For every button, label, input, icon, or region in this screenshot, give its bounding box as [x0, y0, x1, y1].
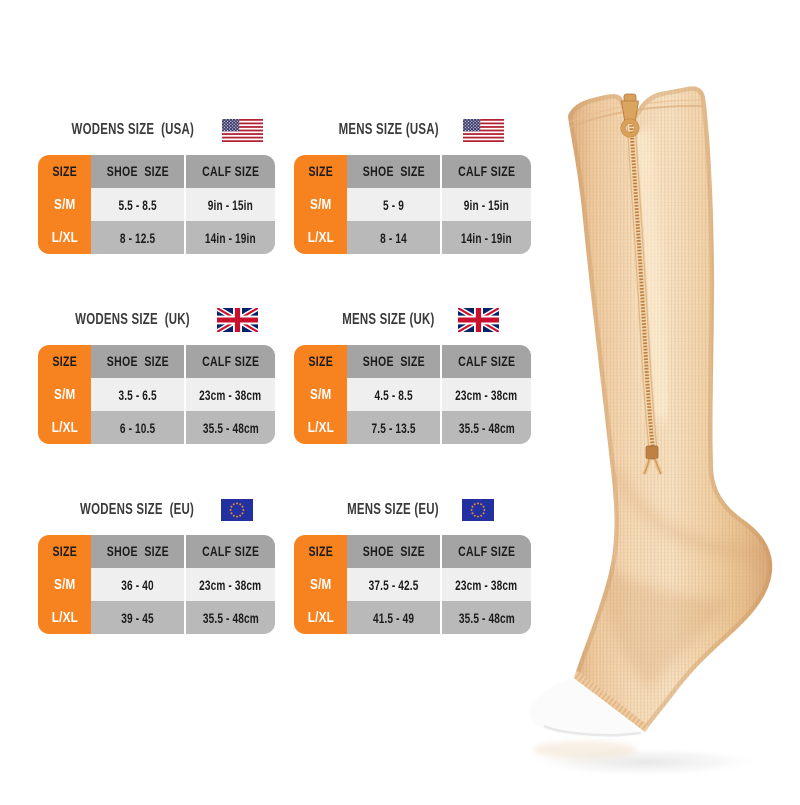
header-shoe-size: SHOE SIZE — [347, 345, 440, 378]
table-title: MENS SIZE (EU) — [347, 501, 439, 518]
shoe-size-lxl: 8 - 14 — [347, 221, 440, 254]
eu-flag-icon — [221, 499, 254, 521]
zipper-bottom-stop — [641, 445, 664, 476]
product-photo-zip-sock — [500, 50, 800, 800]
row-label-sm: S/M — [294, 188, 347, 221]
header-size: SIZE — [294, 155, 347, 188]
calf-size-sm: 23cm - 38cm — [440, 378, 531, 411]
size-table: SIZE SHOE SIZE CALF SIZE S/M 5 - 9 9in -… — [294, 155, 531, 254]
calf-size-lxl: 14in - 19in — [440, 221, 531, 254]
header-shoe-size: SHOE SIZE — [91, 155, 184, 188]
calf-size-lxl: 35.5 - 48cm — [440, 601, 531, 634]
header-size: SIZE — [294, 345, 347, 378]
table-title: WODENS SIZE (USA) — [71, 121, 194, 138]
calf-size-sm: 23cm - 38cm — [440, 568, 531, 601]
size-table: SIZE SHOE SIZE CALF SIZE S/M 36 - 40 23c… — [38, 535, 275, 634]
table-title-row: WODENS SIZE (EU) — [38, 495, 275, 525]
shoe-size-lxl: 39 - 45 — [91, 601, 184, 634]
table-title: WODENS SIZE (UK) — [75, 311, 190, 328]
header-calf-size: CALF SIZE — [440, 345, 531, 378]
size-table-womens-eu: WODENS SIZE (EU) SIZE SHOE SIZE CALF SIZ… — [38, 495, 275, 634]
calf-size-lxl: 14in - 19in — [184, 221, 275, 254]
header-shoe-size: SHOE SIZE — [91, 535, 184, 568]
header-calf-size: CALF SIZE — [184, 345, 275, 378]
shoe-size-sm: 3.5 - 6.5 — [91, 378, 184, 411]
size-table-mens-usa: MENS SIZE (USA) SIZE SHOE SIZE CALF SIZE… — [294, 115, 531, 254]
eu-flag-icon — [461, 499, 494, 521]
sock-body — [568, 86, 773, 732]
header-size: SIZE — [294, 535, 347, 568]
row-label-lxl: L/XL — [294, 221, 347, 254]
table-title-row: MENS SIZE (EU) — [294, 495, 531, 525]
row-label-sm: S/M — [294, 568, 347, 601]
header-size: SIZE — [38, 345, 91, 378]
header-calf-size: CALF SIZE — [184, 155, 275, 188]
calf-size-sm: 23cm - 38cm — [184, 568, 275, 601]
calf-size-lxl: 35.5 - 48cm — [184, 411, 275, 444]
header-size: SIZE — [38, 155, 91, 188]
shoe-size-sm: 37.5 - 42.5 — [347, 568, 440, 601]
size-table-womens-uk: WODENS SIZE (UK) SIZE SHOE SIZE CALF SIZ… — [38, 305, 275, 444]
table-title: MENS SIZE (UK) — [342, 311, 435, 328]
table-title-row: WODENS SIZE (USA) — [38, 115, 275, 145]
size-table-mens-uk: MENS SIZE (UK) SIZE SHOE SIZE CALF SIZE … — [294, 305, 531, 444]
row-label-lxl: L/XL — [38, 411, 91, 444]
size-table-mens-eu: MENS SIZE (EU) SIZE SHOE SIZE CALF SIZE … — [294, 495, 531, 634]
shoe-size-sm: 36 - 40 — [91, 568, 184, 601]
table-title: WODENS SIZE (EU) — [79, 501, 195, 518]
shoe-size-sm: 5.5 - 8.5 — [91, 188, 184, 221]
header-size: SIZE — [38, 535, 91, 568]
header-calf-size: CALF SIZE — [440, 155, 531, 188]
shoe-size-lxl: 6 - 10.5 — [91, 411, 184, 444]
open-toe-mannequin — [530, 678, 644, 738]
row-label-lxl: L/XL — [294, 411, 347, 444]
shoe-size-lxl: 8 - 12.5 — [91, 221, 184, 254]
table-title-row: MENS SIZE (UK) — [294, 305, 531, 335]
size-table: SIZE SHOE SIZE CALF SIZE S/M 37.5 - 42.5… — [294, 535, 531, 634]
calf-size-lxl: 35.5 - 48cm — [184, 601, 275, 634]
size-table: SIZE SHOE SIZE CALF SIZE S/M 5.5 - 8.5 9… — [38, 155, 275, 254]
zipper-slider — [620, 93, 640, 138]
shoe-size-sm: 5 - 9 — [347, 188, 440, 221]
uk-flag-icon — [217, 308, 258, 332]
size-table: SIZE SHOE SIZE CALF SIZE S/M 4.5 - 8.5 2… — [294, 345, 531, 444]
table-title: MENS SIZE (USA) — [338, 121, 439, 138]
row-label-lxl: L/XL — [38, 221, 91, 254]
header-shoe-size: SHOE SIZE — [347, 535, 440, 568]
size-table-womens-usa: WODENS SIZE (USA) SIZE SHOE SIZE CALF SI… — [38, 115, 275, 254]
shoe-size-lxl: 7.5 - 13.5 — [347, 411, 440, 444]
calf-size-sm: 23cm - 38cm — [184, 378, 275, 411]
zipper — [624, 105, 659, 453]
row-label-sm: S/M — [38, 378, 91, 411]
shoe-size-lxl: 41.5 - 49 — [347, 601, 440, 634]
table-title-row: WODENS SIZE (UK) — [38, 305, 275, 335]
row-label-lxl: L/XL — [294, 601, 347, 634]
calf-size-sm: 9in - 15in — [440, 188, 531, 221]
zip-sock-illustration — [527, 86, 773, 777]
row-label-lxl: L/XL — [38, 601, 91, 634]
shoe-size-sm: 4.5 - 8.5 — [347, 378, 440, 411]
size-table: SIZE SHOE SIZE CALF SIZE S/M 3.5 - 6.5 2… — [38, 345, 275, 444]
calf-size-sm: 9in - 15in — [184, 188, 275, 221]
usa-flag-icon — [463, 118, 505, 142]
header-shoe-size: SHOE SIZE — [347, 155, 440, 188]
row-label-sm: S/M — [38, 188, 91, 221]
calf-size-lxl: 35.5 - 48cm — [440, 411, 531, 444]
table-title-row: MENS SIZE (USA) — [294, 115, 531, 145]
row-label-sm: S/M — [38, 568, 91, 601]
header-shoe-size: SHOE SIZE — [91, 345, 184, 378]
row-label-sm: S/M — [294, 378, 347, 411]
floor-reflection — [527, 741, 763, 777]
header-calf-size: CALF SIZE — [440, 535, 531, 568]
header-calf-size: CALF SIZE — [184, 535, 275, 568]
usa-flag-icon — [222, 118, 264, 142]
uk-flag-icon — [458, 308, 499, 332]
